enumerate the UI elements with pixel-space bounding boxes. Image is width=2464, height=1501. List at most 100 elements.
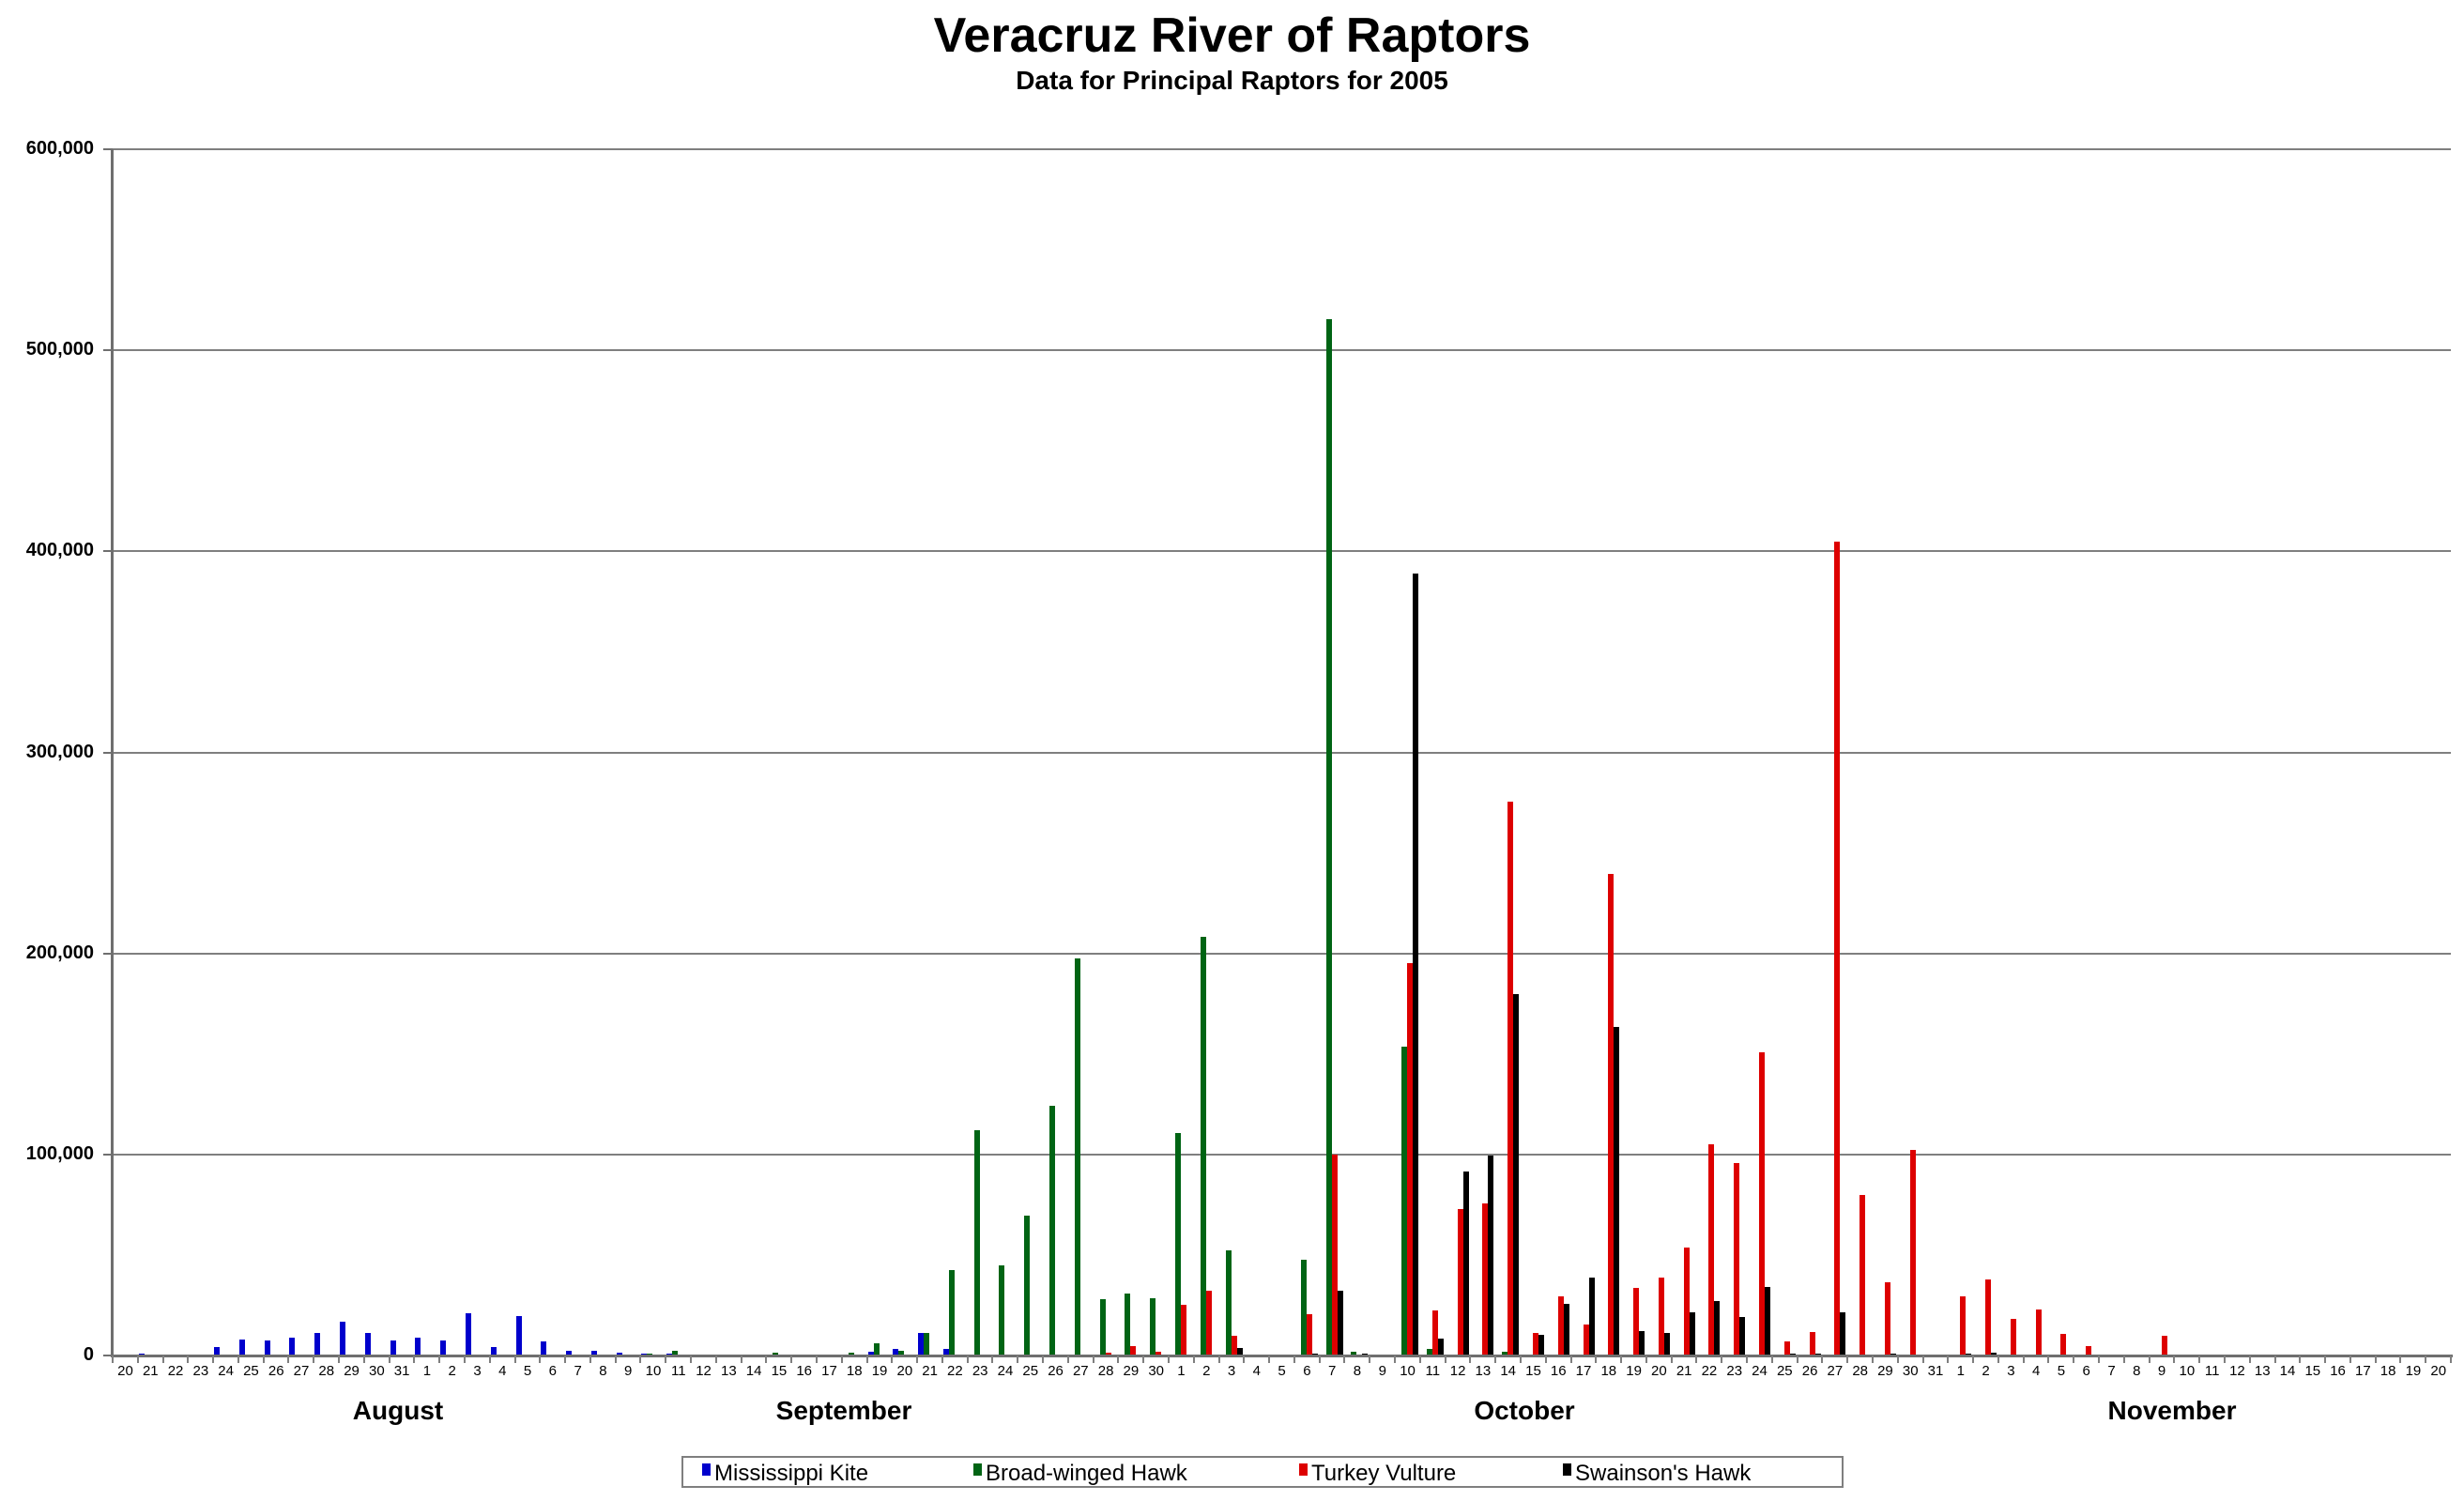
- x-tick-label: 25: [1776, 1363, 1793, 1379]
- x-tick-label: 2: [448, 1363, 456, 1379]
- x-tick-label: 26: [1048, 1363, 1064, 1379]
- bar: [264, 1340, 270, 1355]
- month-label: October: [1474, 1396, 1575, 1425]
- x-tick-label: 17: [1575, 1363, 1592, 1379]
- bar: [873, 1343, 880, 1355]
- y-tick-label: 400,000: [25, 540, 94, 561]
- x-tick-label: 21: [142, 1363, 159, 1379]
- x-tick-label: 30: [369, 1363, 385, 1379]
- bar: [415, 1338, 421, 1355]
- bar: [1074, 957, 1080, 1355]
- x-tick: [564, 1355, 567, 1363]
- x-tick-label: 16: [2330, 1363, 2346, 1379]
- x-tick: [614, 1355, 617, 1363]
- x-tick-label: 28: [1097, 1363, 1114, 1379]
- y-tick: [103, 1355, 113, 1356]
- x-tick: [488, 1355, 491, 1363]
- y-tick-label: 500,000: [25, 339, 94, 360]
- x-tick-label: 4: [498, 1363, 507, 1379]
- x-tick-label: 24: [218, 1363, 234, 1379]
- bar: [238, 1340, 245, 1355]
- x-tick-label: 8: [1353, 1363, 1362, 1379]
- x-tick: [287, 1355, 290, 1363]
- x-tick: [2223, 1355, 2226, 1363]
- bar: [1814, 1353, 1821, 1355]
- x-tick: [513, 1355, 516, 1363]
- x-tick: [463, 1355, 466, 1363]
- bar: [1583, 1325, 1589, 1355]
- x-tick: [1418, 1355, 1421, 1363]
- x-tick-label: 28: [318, 1363, 335, 1379]
- x-tick: [765, 1355, 768, 1363]
- bar: [566, 1351, 573, 1355]
- plot-area: [113, 148, 2451, 1355]
- x-tick: [1670, 1355, 1673, 1363]
- y-tick-label: 200,000: [25, 942, 94, 963]
- bar: [1236, 1347, 1243, 1355]
- x-tick: [1896, 1355, 1899, 1363]
- x-tick-label: 29: [1123, 1363, 1140, 1379]
- x-tick: [1042, 1355, 1045, 1363]
- x-tick: [1721, 1355, 1723, 1363]
- bar: [1513, 994, 1520, 1355]
- legend-item-swainsons-hawk: Swainson's Hawk: [1563, 1461, 1751, 1487]
- x-tick: [1645, 1355, 1647, 1363]
- bar: [1783, 1341, 1790, 1355]
- x-tick-label: 16: [796, 1363, 813, 1379]
- x-tick: [1746, 1355, 1749, 1363]
- bar: [1909, 1150, 1916, 1355]
- bar: [1809, 1332, 1815, 1355]
- x-tick-label: 9: [1378, 1363, 1386, 1379]
- bar: [1150, 1297, 1156, 1355]
- x-tick: [1972, 1355, 1975, 1363]
- bar: [773, 1353, 779, 1355]
- x-tick: [1595, 1355, 1598, 1363]
- bar: [1689, 1312, 1695, 1355]
- bar: [1639, 1331, 1645, 1355]
- x-tick: [1620, 1355, 1623, 1363]
- x-tick: [1268, 1355, 1271, 1363]
- x-tick: [1217, 1355, 1220, 1363]
- x-tick: [1142, 1355, 1145, 1363]
- x-tick-label: 11: [670, 1363, 686, 1379]
- bar: [1588, 1278, 1595, 1355]
- bar: [1426, 1348, 1432, 1355]
- gridline: [113, 751, 2451, 754]
- bar: [2161, 1335, 2167, 1355]
- legend-item-turkey-vulture: Turkey Vulture: [1299, 1461, 1456, 1487]
- x-tick-label: 31: [393, 1363, 410, 1379]
- bar: [1174, 1133, 1181, 1355]
- legend: Mississippi Kite Broad-winged Hawk Turke…: [681, 1456, 1844, 1488]
- x-tick: [1066, 1355, 1069, 1363]
- x-tick: [1871, 1355, 1874, 1363]
- x-tick: [1243, 1355, 1246, 1363]
- bar: [942, 1349, 949, 1355]
- x-tick-label: 18: [846, 1363, 863, 1379]
- bar: [1401, 1046, 1408, 1355]
- x-tick-label: 8: [2133, 1363, 2141, 1379]
- x-tick-label: 9: [2157, 1363, 2166, 1379]
- bar: [1437, 1338, 1444, 1355]
- bar: [1658, 1278, 1664, 1355]
- x-tick-label: 25: [243, 1363, 259, 1379]
- bar: [1739, 1317, 1746, 1355]
- x-tick-label: 24: [1752, 1363, 1768, 1379]
- x-tick: [714, 1355, 717, 1363]
- x-tick: [2022, 1355, 2025, 1363]
- x-tick: [891, 1355, 894, 1363]
- x-tick-label: 3: [2007, 1363, 2015, 1379]
- red-swatch-icon: [1299, 1463, 1308, 1476]
- x-tick: [1569, 1355, 1572, 1363]
- bar: [1538, 1334, 1544, 1355]
- x-tick-label: 1: [1177, 1363, 1186, 1379]
- bar: [1231, 1335, 1237, 1355]
- x-tick-label: 5: [1278, 1363, 1286, 1379]
- bar: [1462, 1172, 1469, 1355]
- x-tick-label: 2: [1982, 1363, 1990, 1379]
- x-tick: [1167, 1355, 1170, 1363]
- x-tick: [1796, 1355, 1798, 1363]
- x-tick: [1318, 1355, 1321, 1363]
- gridline: [113, 550, 2451, 553]
- x-tick: [2374, 1355, 2377, 1363]
- x-tick-label: 12: [1449, 1363, 1466, 1379]
